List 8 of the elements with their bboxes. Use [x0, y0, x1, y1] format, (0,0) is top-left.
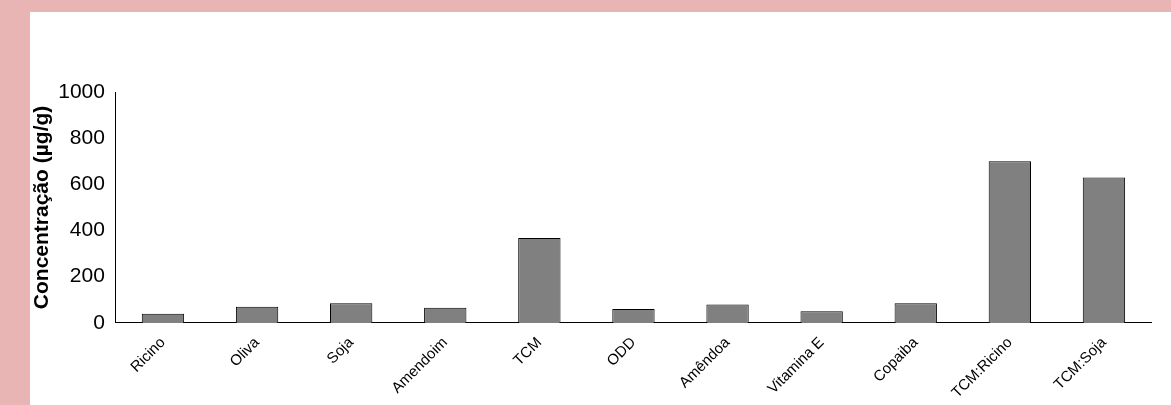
- y-tick-label: 1000: [58, 78, 105, 102]
- y-tick-label: 800: [69, 124, 105, 148]
- y-tick-label: 0: [93, 309, 105, 333]
- x-tick-label: Soja: [322, 332, 357, 367]
- y-axis-title: Concentração (µg/g): [29, 105, 53, 310]
- y-tick-label: 600: [69, 171, 105, 195]
- y-tick-label: 200: [69, 263, 105, 287]
- y-tick-label: 400: [69, 217, 105, 241]
